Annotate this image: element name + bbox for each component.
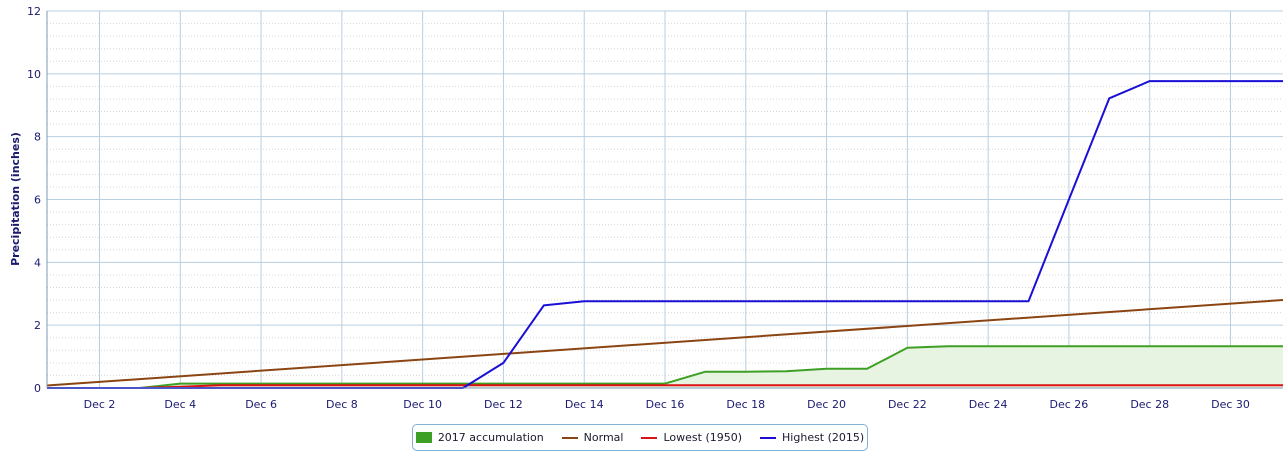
legend-label: 2017 accumulation	[437, 431, 544, 444]
y-tick-label: 4	[34, 256, 41, 269]
major-gridlines	[47, 10, 1283, 389]
x-tick-label: Dec 12	[484, 398, 523, 411]
y-tick-label: 6	[34, 194, 41, 207]
x-tick-label: Dec 2	[84, 398, 116, 411]
x-tick-label: Dec 6	[245, 398, 277, 411]
series-line-normal	[46, 299, 1284, 387]
y-tick-label: 8	[34, 131, 41, 144]
legend-item-highest-2015[interactable]: Highest (2015)	[760, 431, 864, 444]
axes-layer	[46, 11, 1283, 389]
legend-swatch	[561, 436, 578, 439]
y-tick-label: 10	[27, 68, 41, 81]
y-tick-label: 0	[34, 382, 41, 395]
x-tick-label: Dec 18	[726, 398, 765, 411]
x-tick-label: Dec 28	[1130, 398, 1169, 411]
x-tick-label: Dec 8	[326, 398, 358, 411]
x-tick-label: Dec 4	[164, 398, 196, 411]
x-tick-label: Dec 14	[565, 398, 604, 411]
legend-label: Lowest (1950)	[663, 431, 743, 444]
chart-legend: 2017 accumulation Normal Lowest (1950) High…	[412, 424, 868, 451]
series-layer	[46, 80, 1284, 389]
legend-label: Normal	[583, 431, 624, 444]
legend-swatch	[641, 436, 658, 439]
tick-labels: 0 2 4 6 8 10 12 Dec 2 Dec 4 Dec 6 Dec 8 Dec 10 Dec 1…	[27, 5, 1250, 411]
x-tick-label: Dec 20	[807, 398, 846, 411]
legend-item-2017-accumulation[interactable]: 2017 accumulation	[415, 431, 544, 444]
legend-swatch	[415, 432, 432, 443]
legend-label: Highest (2015)	[782, 431, 865, 444]
x-tick-label: Dec 10	[403, 398, 442, 411]
x-tick-label: Dec 22	[888, 398, 927, 411]
legend-item-normal[interactable]: Normal	[561, 431, 624, 444]
legend-swatch	[760, 436, 777, 439]
y-tick-label: 12	[27, 5, 41, 18]
series-line-lowest-1950	[47, 384, 1283, 389]
x-tick-label: Dec 26	[1050, 398, 1089, 411]
y-axis-title: Precipitation (inches)	[9, 132, 22, 266]
x-tick-label: Dec 16	[646, 398, 685, 411]
series-area-2017-accumulation	[47, 346, 1283, 388]
x-tick-label: Dec 24	[969, 398, 1008, 411]
legend-item-lowest-1950[interactable]: Lowest (1950)	[641, 431, 742, 444]
x-tick-label: Dec 30	[1211, 398, 1250, 411]
series-line-2017-accumulation	[47, 345, 1283, 389]
y-tick-label: 2	[34, 319, 41, 332]
